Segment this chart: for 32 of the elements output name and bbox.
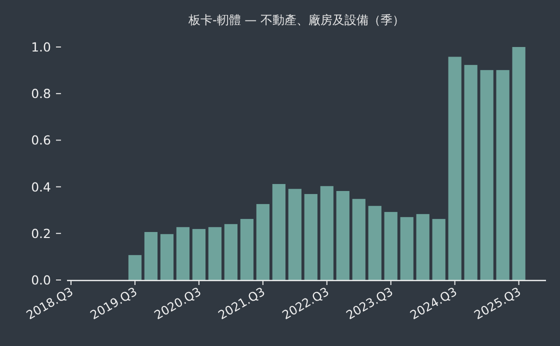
bar [368, 206, 382, 280]
y-tick-label: 0.8 [31, 86, 52, 102]
bar [272, 184, 286, 280]
bar [432, 218, 446, 280]
bar [400, 217, 414, 280]
bar [320, 186, 334, 280]
bar [352, 198, 366, 280]
y-tick-label: 1.0 [31, 40, 52, 54]
bar [480, 70, 494, 280]
bar [144, 232, 158, 280]
bar [496, 70, 510, 280]
bar [384, 212, 398, 280]
bar [512, 47, 526, 280]
bar [336, 190, 350, 280]
bar [240, 218, 254, 280]
y-tick-label: 0.2 [31, 226, 51, 241]
y-tick-label: 0.0 [31, 272, 52, 288]
y-tick-label: 0.6 [31, 132, 52, 148]
bar [160, 234, 174, 280]
bar [128, 255, 142, 280]
bar [192, 228, 206, 280]
bar [304, 194, 318, 280]
bar [416, 214, 430, 280]
bar [448, 56, 462, 280]
y-tick-label: 0.4 [31, 179, 52, 194]
bar [464, 64, 478, 280]
bar [288, 188, 302, 280]
bar [176, 227, 190, 280]
chart-title: 板卡-軔體 — 不動產、廠房及設備（季） [188, 13, 404, 27]
bar [208, 227, 222, 280]
bar [256, 204, 270, 280]
bar [224, 224, 238, 280]
